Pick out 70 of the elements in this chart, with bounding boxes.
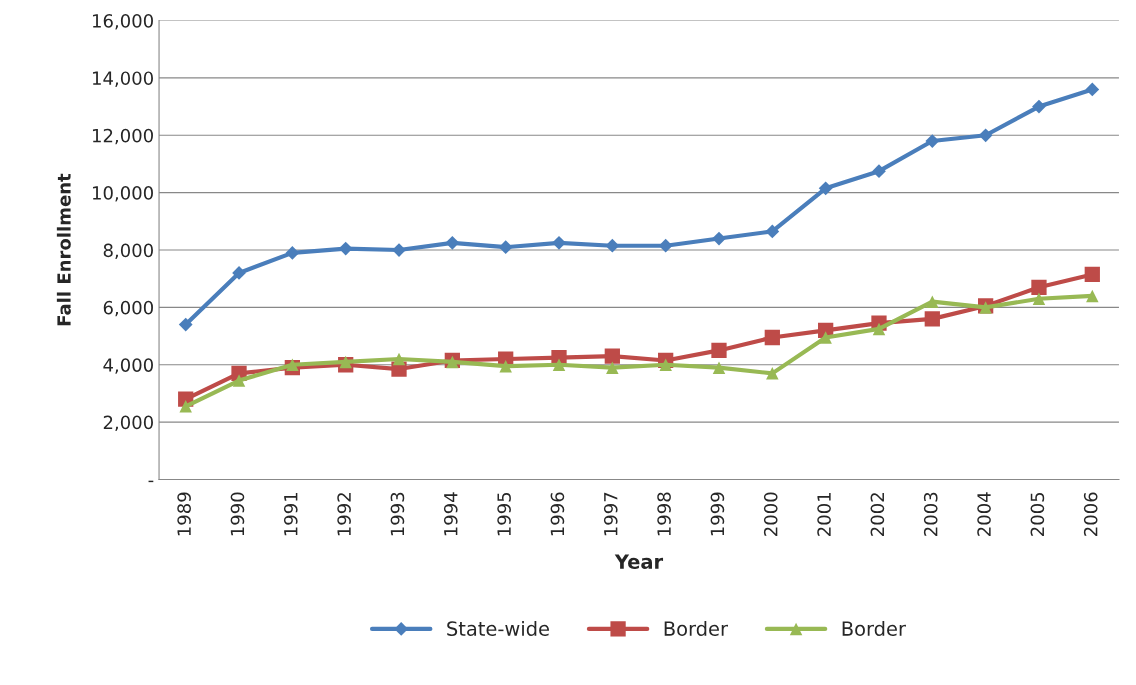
- x-tick-label: 1995: [497, 492, 511, 536]
- point: [1084, 266, 1100, 283]
- point: [285, 246, 300, 260]
- point: [232, 374, 246, 387]
- point: [178, 317, 193, 332]
- point: [658, 238, 673, 253]
- x-tick-label: 2001: [817, 492, 831, 536]
- y-tick-label: 4,000: [103, 358, 153, 374]
- point: [764, 329, 780, 346]
- point: [978, 128, 993, 143]
- point: [1032, 99, 1046, 114]
- x-tick-label: 1998: [657, 492, 671, 536]
- x-tick-label: 1992: [337, 493, 351, 536]
- point: [338, 241, 353, 256]
- x-tick-label: 1993: [390, 492, 405, 536]
- x-tick-label: 2006: [1083, 492, 1098, 536]
- legend-label: Border: [664, 620, 728, 636]
- point: [1085, 82, 1100, 97]
- x-tick-label: 1990: [230, 492, 245, 536]
- point: [498, 240, 513, 255]
- x-tick-label: 2005: [1030, 492, 1045, 536]
- x-tick-label: 2004: [977, 492, 991, 536]
- point: [819, 331, 832, 344]
- y-tick-label: 8,000: [103, 243, 153, 259]
- point: [392, 352, 406, 366]
- point: [1032, 292, 1046, 306]
- point: [499, 359, 512, 373]
- y-tick-label: 6,000: [103, 300, 153, 317]
- y-tick-label: 14,000: [92, 71, 153, 87]
- x-tick-label: 2002: [870, 493, 885, 536]
- point: [1031, 279, 1047, 295]
- point: [604, 348, 620, 364]
- y-tick-label: 12,000: [92, 128, 153, 145]
- point: [925, 134, 940, 148]
- x-tick-label: 1996: [550, 492, 565, 536]
- point: [339, 355, 352, 369]
- point: [818, 181, 833, 196]
- point: [179, 400, 192, 413]
- x-tick-label: 1994: [443, 492, 458, 536]
- x-tick-label: 1999: [710, 492, 725, 536]
- x-tick-label: 2000: [763, 492, 778, 536]
- point: [552, 235, 566, 250]
- x-tick-label: 1991: [283, 492, 298, 536]
- y-tick-label: -: [148, 480, 154, 483]
- point: [286, 358, 299, 372]
- y-tick-label: 10,000: [92, 186, 153, 202]
- legend-label: State-wide: [447, 620, 549, 636]
- point: [605, 238, 620, 253]
- point: [712, 361, 726, 374]
- legend-label: Border: [842, 620, 906, 636]
- x-tick-label: 1997: [603, 492, 618, 536]
- y-tick-label: 2,000: [103, 415, 153, 432]
- point: [872, 322, 886, 336]
- point: [445, 235, 460, 250]
- point: [765, 224, 780, 239]
- point: [606, 361, 619, 374]
- point: [711, 342, 727, 359]
- point: [872, 164, 886, 179]
- point: [924, 311, 940, 327]
- x-tick-label: 1989: [177, 492, 191, 536]
- y-axis-title: Fall Enrollment: [56, 173, 71, 326]
- x-tick-label: 2003: [923, 492, 938, 536]
- point: [552, 358, 566, 372]
- point: [926, 295, 939, 308]
- point: [766, 367, 779, 380]
- point: [659, 358, 672, 372]
- point: [712, 231, 726, 246]
- y-tick-label: 16,000: [92, 14, 153, 30]
- point: [1086, 289, 1099, 303]
- x-axis-title: Year: [614, 554, 664, 569]
